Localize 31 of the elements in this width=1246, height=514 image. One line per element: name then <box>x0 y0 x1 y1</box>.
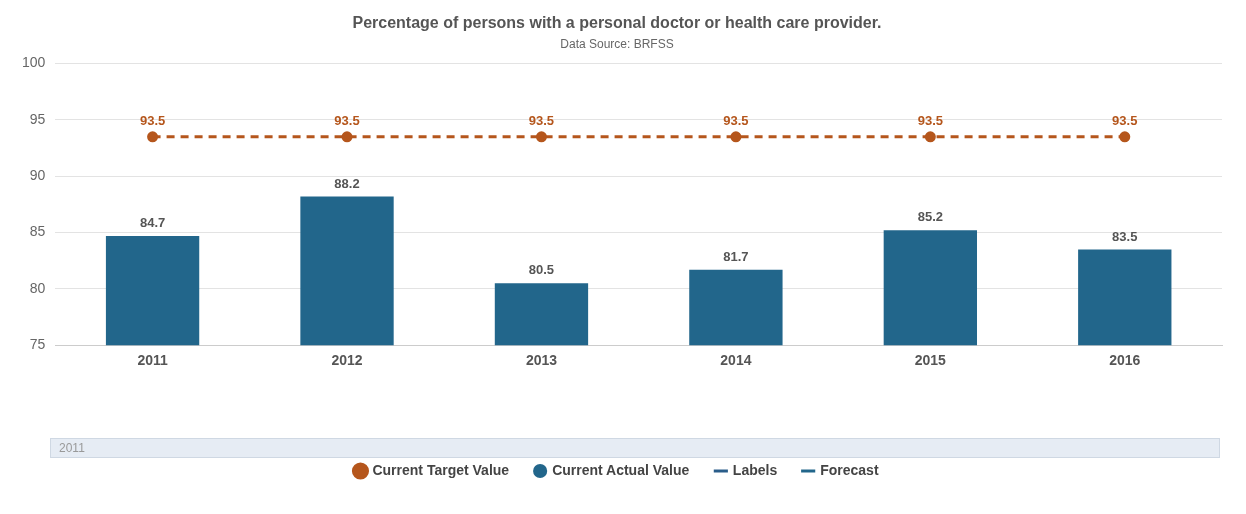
x-tick-label: 2013 <box>525 352 558 369</box>
y-tick-label: 75 <box>29 336 46 353</box>
y-tick-label: 85 <box>29 223 46 240</box>
data-label: 93.5 <box>528 112 555 128</box>
x-tick-label: 2015 <box>914 352 947 369</box>
data-label: 93.5 <box>139 112 166 128</box>
data-label: 83.5 <box>1112 228 1138 244</box>
y-tick-label: 80 <box>29 279 46 296</box>
range-slider: 2011 <box>50 438 1220 458</box>
data-label: 85.2 <box>917 209 943 225</box>
data-label: 93.5 <box>334 112 360 128</box>
y-tick-label: 100 <box>22 54 46 71</box>
data-label: 81.7 <box>723 248 749 264</box>
chart-subtitle: Data Source: BRFSS <box>560 36 674 51</box>
data-label: 93.5 <box>917 112 943 128</box>
x-tick-label: 2014 <box>720 352 752 369</box>
legend-label: Current Actual Value <box>552 461 690 478</box>
x-tick-label: 2012 <box>331 352 363 369</box>
x-tick-label: 2011 <box>137 352 168 369</box>
data-label: 84.7 <box>139 215 166 231</box>
data-label: 93.5 <box>723 112 749 128</box>
legend-label: Current Target Value <box>372 461 510 478</box>
data-label: 88.2 <box>334 175 360 191</box>
legend-label: Labels <box>732 461 778 478</box>
y-tick-label: 95 <box>29 110 46 127</box>
data-label: 93.5 <box>1112 112 1138 128</box>
x-tick-label: 2016 <box>1109 352 1141 369</box>
legend-label: Forecast <box>820 461 879 478</box>
data-label: 80.5 <box>528 262 555 278</box>
chart-title: Percentage of persons with a personal doctor or health care provider. <box>352 14 882 32</box>
y-tick-label: 90 <box>29 167 46 184</box>
